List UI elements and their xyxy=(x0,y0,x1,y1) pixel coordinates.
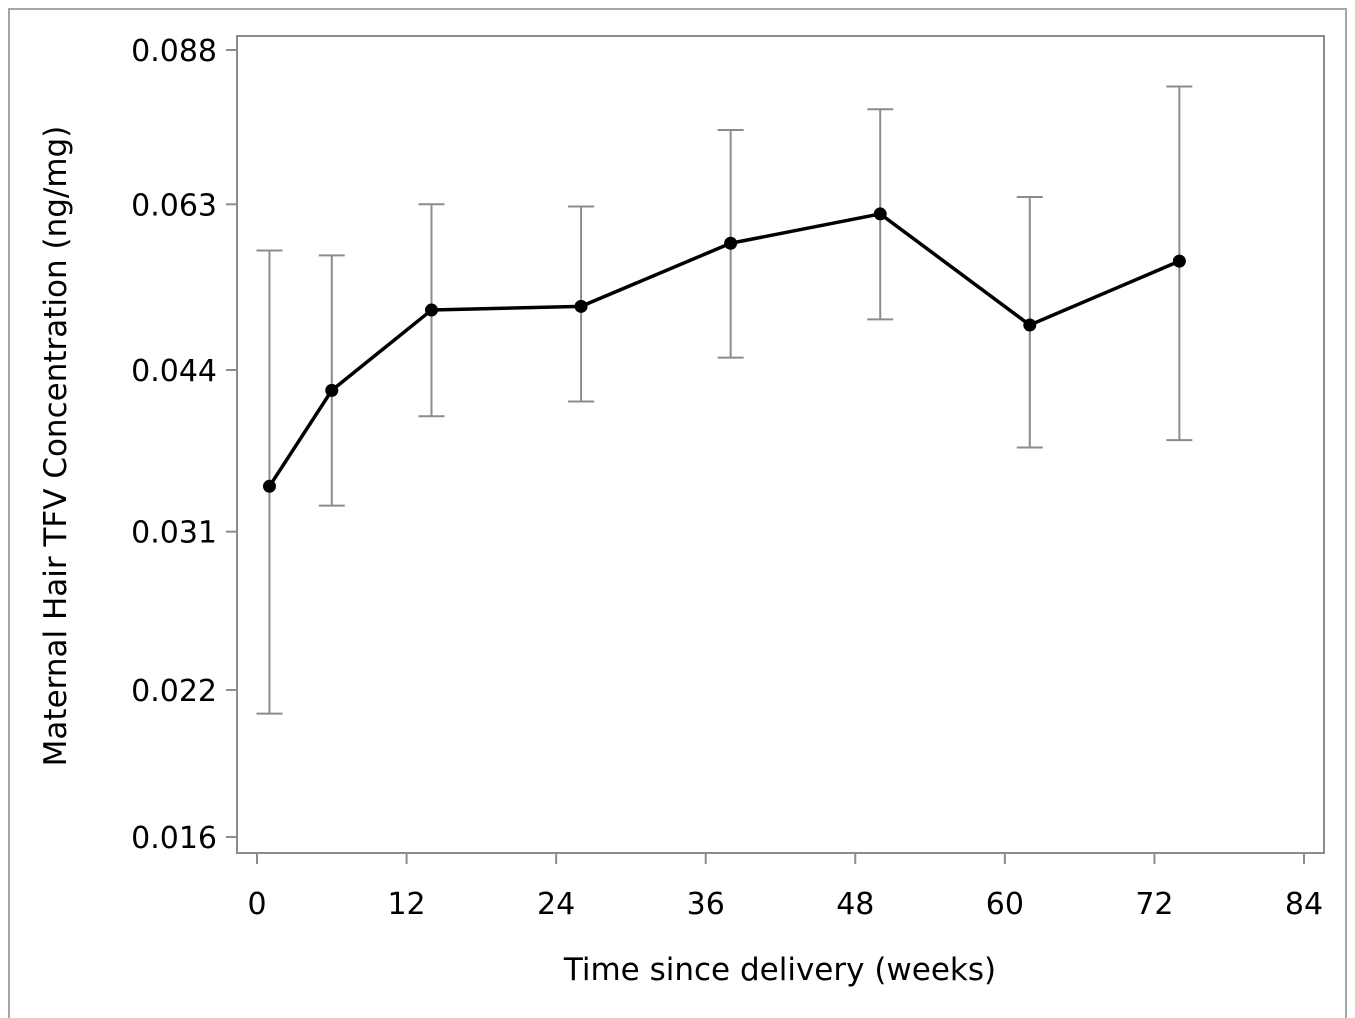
x-tick-label: 48 xyxy=(836,887,874,922)
series-line xyxy=(267,212,1181,488)
error-bars xyxy=(256,85,1193,715)
y-tick-label: 0.031 xyxy=(131,516,217,551)
data-series xyxy=(262,207,1186,493)
x-tick-label: 12 xyxy=(387,887,425,922)
x-tick-label: 36 xyxy=(687,887,725,922)
x-tick-label: 60 xyxy=(986,887,1024,922)
y-axis-ticks: 0.016 0.022 0.031 0.044 0.063 0.088 xyxy=(131,34,237,856)
y-tick-label: 0.022 xyxy=(131,674,217,709)
data-point xyxy=(1023,318,1037,332)
y-tick-label: 0.016 xyxy=(131,821,217,856)
x-axis-title: Time since delivery (weeks) xyxy=(563,952,996,988)
x-tick-label: 84 xyxy=(1285,887,1323,922)
data-point xyxy=(262,479,276,493)
x-tick-label: 0 xyxy=(247,887,266,922)
plot-area-border xyxy=(236,35,1325,854)
data-point xyxy=(425,303,438,317)
y-tick-label: 0.088 xyxy=(131,34,217,69)
x-tick-label: 72 xyxy=(1135,887,1173,922)
data-point xyxy=(724,236,738,250)
axes xyxy=(236,35,1325,854)
data-point xyxy=(1172,254,1186,268)
x-tick-label: 24 xyxy=(537,887,575,922)
y-tick-label: 0.063 xyxy=(131,188,217,223)
x-axis-ticks: 0 12 24 36 48 60 72 84 xyxy=(247,853,1323,922)
data-point xyxy=(325,383,339,397)
figure-frame xyxy=(8,8,1347,1018)
y-tick-label: 0.044 xyxy=(131,354,217,389)
data-point xyxy=(873,207,887,221)
y-axis-title: Maternal Hair TFV Concentration (ng/mg) xyxy=(38,126,74,767)
data-point xyxy=(574,299,588,313)
